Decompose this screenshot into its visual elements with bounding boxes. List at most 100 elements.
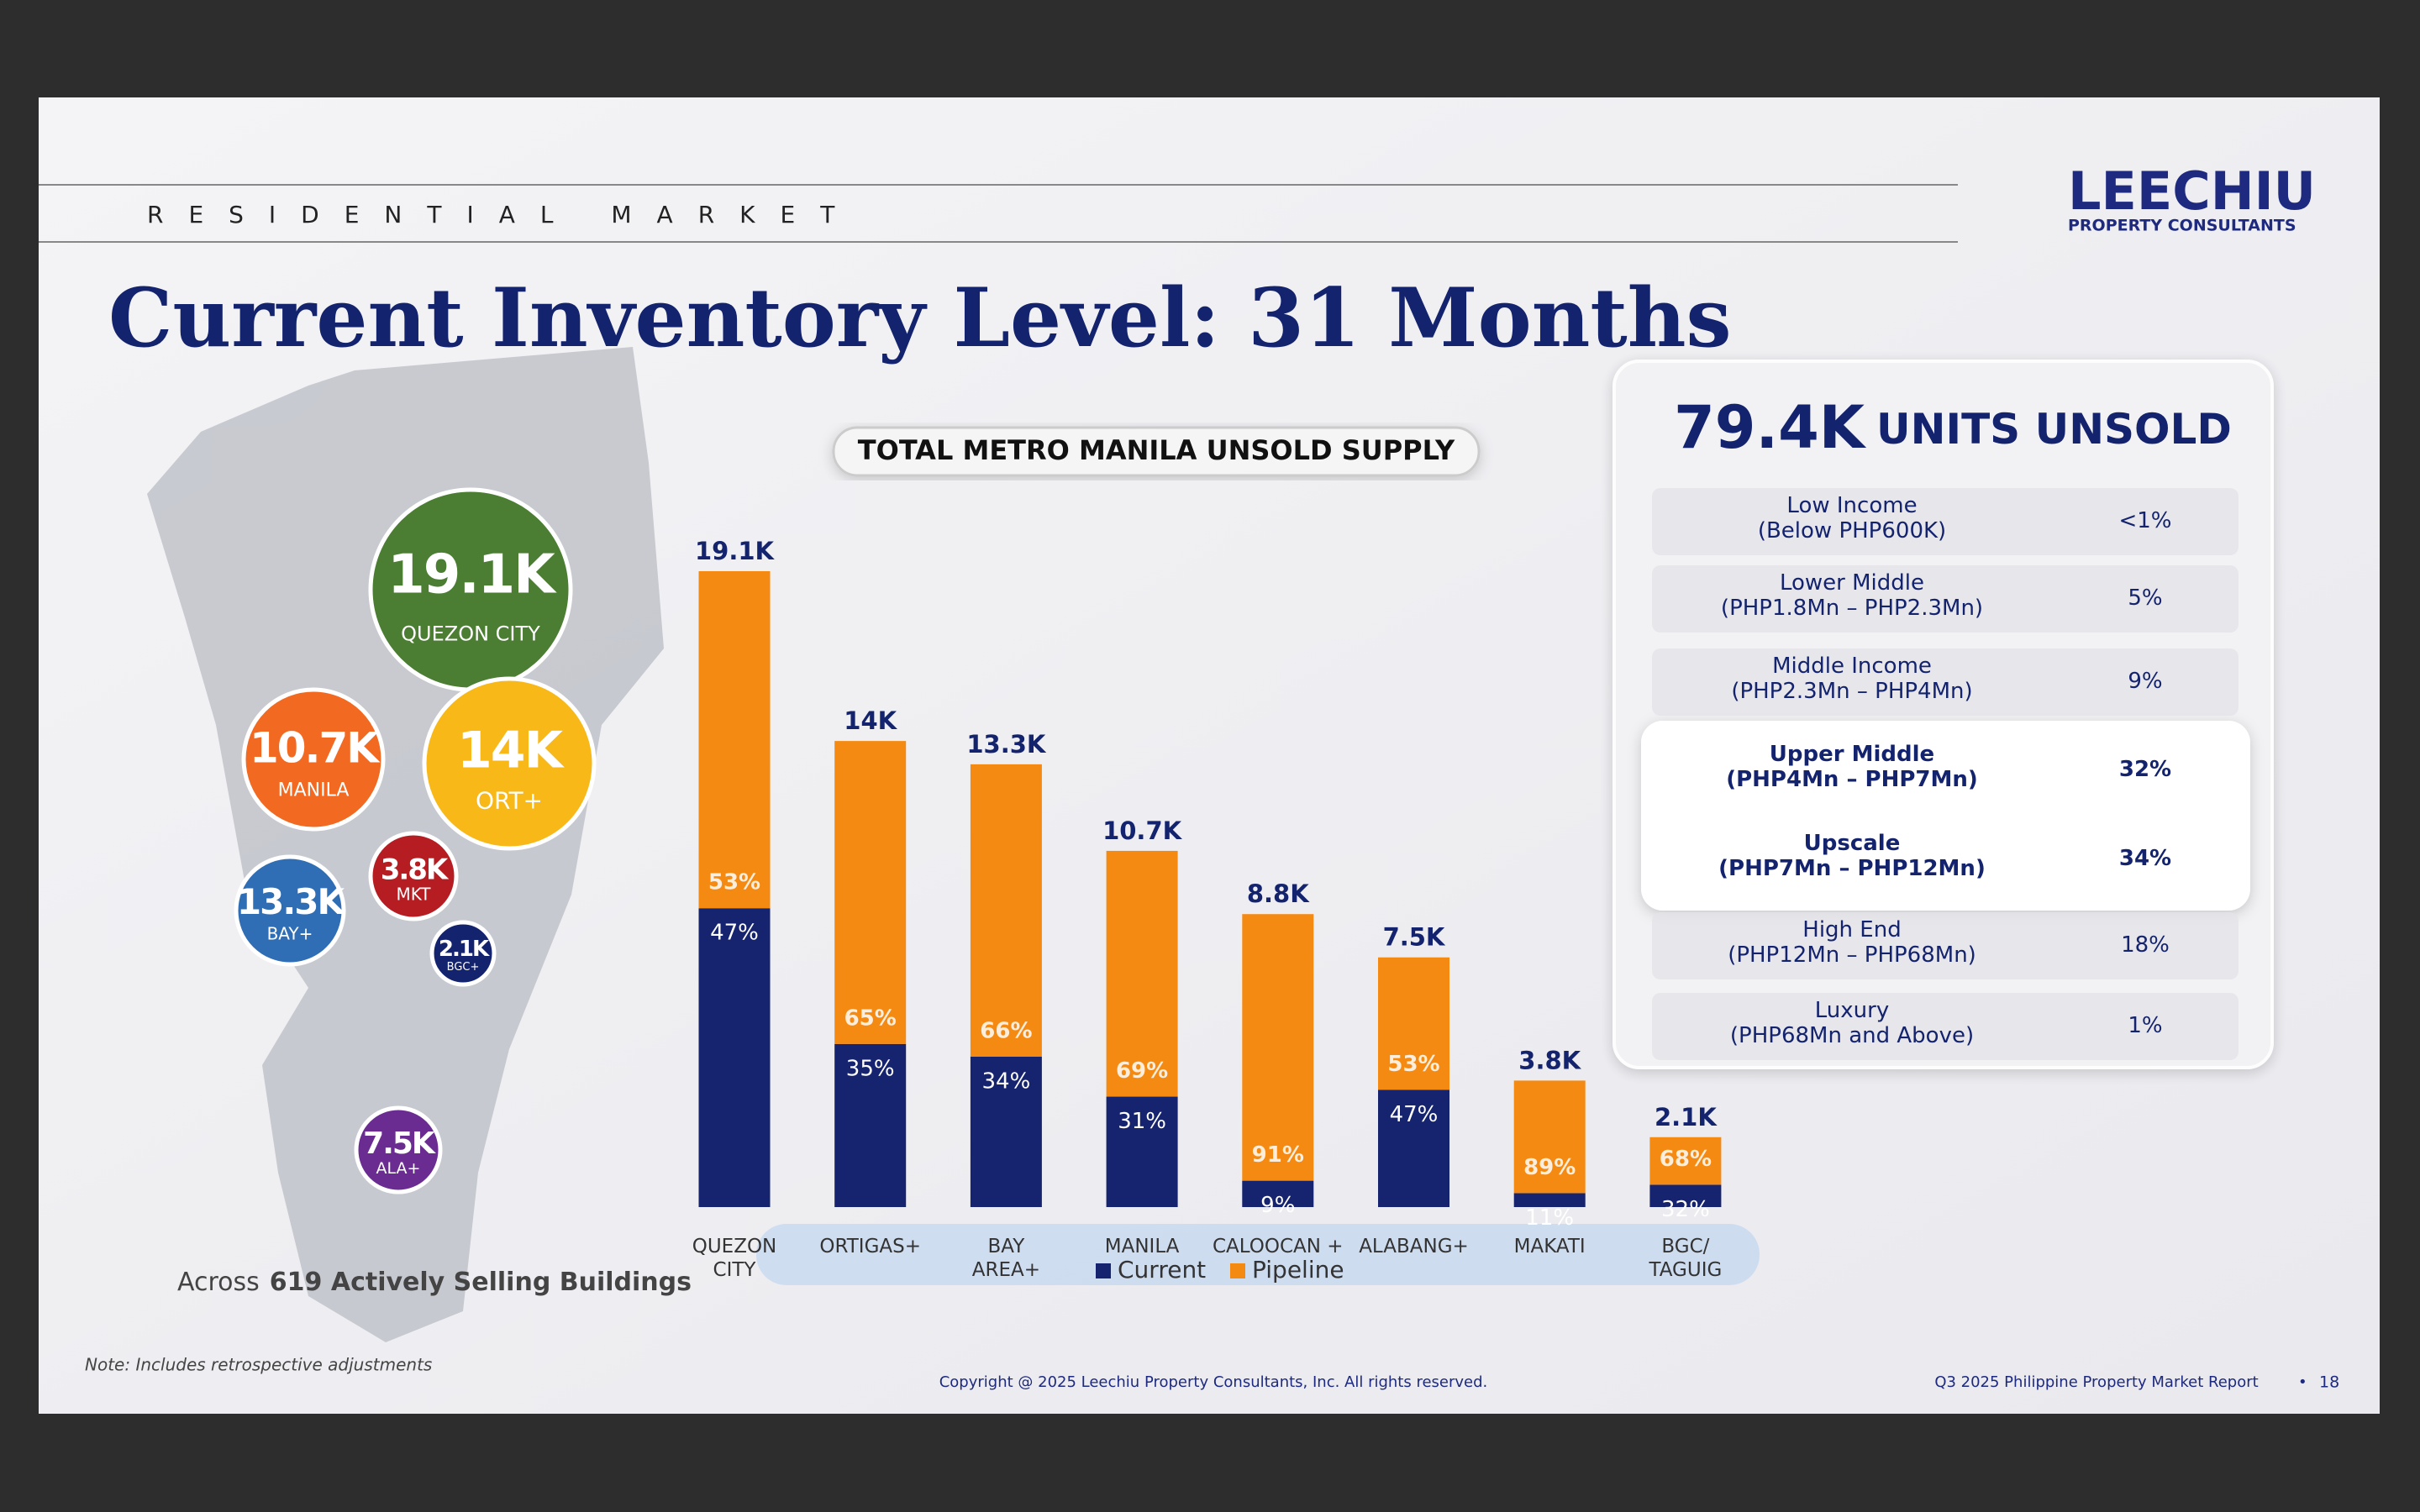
chart-title: TOTAL METRO MANILA UNSOLD SUPPLY (858, 434, 1455, 466)
row-segment: Lower Middle (1779, 570, 1925, 596)
bubble-value: 7.5K (363, 1126, 436, 1161)
bar-segment (698, 571, 771, 909)
row-share: <1% (2118, 508, 2172, 533)
row-share: 1% (2128, 1013, 2163, 1038)
bar-segment (1106, 850, 1178, 1097)
bar-total-label: 7.5K (1383, 923, 1446, 952)
segment-label: 91% (1252, 1142, 1304, 1168)
bar-segment (1513, 1080, 1586, 1194)
row-share: 18% (2121, 932, 2170, 958)
bar-segment (1242, 1180, 1314, 1207)
segment-label: 69% (1116, 1058, 1168, 1084)
bar-segment (1378, 1089, 1449, 1207)
bar-segment (1106, 1096, 1178, 1207)
bar-segment (1649, 1184, 1722, 1207)
highlight-box (1641, 721, 2250, 911)
legend-label: Current (1118, 1256, 1206, 1284)
segment-label: 35% (846, 1056, 895, 1081)
bubble-area: ALA+ (376, 1159, 421, 1178)
x-tick-label: QUEZON CITY (692, 1236, 777, 1281)
row-range: (PHP2.3Mn – PHP4Mn) (1731, 679, 1973, 704)
segment-label: 47% (710, 921, 759, 946)
row-share: 34% (2118, 846, 2172, 871)
row-segment: High End (1802, 917, 1902, 942)
segment-label: 68% (1660, 1147, 1712, 1172)
bar-segment (970, 1056, 1042, 1207)
segment-label: 34% (982, 1068, 1031, 1094)
map-bubble (429, 920, 497, 987)
legend-label: Pipeline (1252, 1256, 1344, 1284)
bubble-value: 19.1K (387, 543, 557, 606)
segment-label: 11% (1525, 1205, 1574, 1231)
bubble-area: ORT+ (476, 786, 543, 814)
row-segment: Upper Middle (1769, 742, 1935, 767)
section-label: RESIDENTIAL MARKET (147, 201, 860, 228)
row-share: 5% (2128, 585, 2163, 611)
segment-label: 47% (1390, 1102, 1439, 1127)
row-segment: Middle Income (1772, 654, 1932, 679)
copyright: Copyright @ 2025 Leechiu Property Consul… (939, 1373, 1488, 1391)
bar-segment (1513, 1193, 1586, 1207)
segment-label: 65% (844, 1005, 897, 1031)
caption-prefix: Across (177, 1268, 260, 1297)
bubble-value: 2.1K (439, 937, 490, 962)
row-background (1652, 993, 2238, 1060)
caption: Across 619 Actively Selling Buildings (177, 1268, 692, 1297)
bar-segment (1649, 1137, 1722, 1185)
segment-label: 31% (1118, 1109, 1166, 1134)
x-tick-label: ALABANG+ (1359, 1236, 1469, 1257)
segment-label: 89% (1523, 1155, 1576, 1180)
row-share: 32% (2118, 757, 2172, 782)
row-range: (PHP68Mn and Above) (1729, 1023, 1975, 1048)
row-background (1652, 565, 2238, 633)
bar-segment (970, 764, 1042, 1057)
caption-bold: 619 Actively Selling Buildings (270, 1268, 692, 1297)
segment-label: 9% (1260, 1193, 1295, 1218)
row-segment: Luxury (1814, 998, 1890, 1023)
row-range: (PHP4Mn – PHP7Mn) (1726, 767, 1978, 792)
bar-total-label: 10.7K (1102, 816, 1183, 845)
bubble-area: BAY+ (267, 923, 313, 943)
x-tick-label: MANILA (1104, 1236, 1180, 1257)
bar-segment (1242, 914, 1314, 1181)
summary-title: 79.4K UNITS UNSOLD (1674, 393, 2232, 462)
bubble-value: 3.8K (381, 853, 450, 886)
bar-total-label: 3.8K (1518, 1046, 1581, 1074)
bubble-area: MANILA (278, 780, 350, 801)
bar-segment (834, 1043, 907, 1207)
bubble-area: MKT (396, 884, 431, 904)
report-name: Q3 2025 Philippine Property Market Repor… (1934, 1373, 2258, 1391)
bar-segment (834, 741, 907, 1044)
map-bubble (422, 676, 597, 851)
bar-segment (1378, 957, 1449, 1090)
bar-total-label: 2.1K (1655, 1103, 1718, 1131)
bubble-area: QUEZON CITY (401, 622, 540, 646)
legend-swatch (1096, 1263, 1111, 1278)
bubble-value: 13.3K (237, 881, 346, 922)
row-background (1652, 648, 2238, 716)
map-bubble (368, 831, 459, 921)
bar-total-label: 13.3K (966, 730, 1047, 759)
legend-swatch (1230, 1263, 1245, 1278)
row-segment: Upscale (1803, 831, 1901, 856)
logo-tagline: PROPERTY CONSULTANTS (2068, 217, 2296, 235)
row-range: (PHP12Mn – PHP68Mn) (1728, 942, 1976, 968)
segment-label: 53% (708, 870, 760, 895)
slide-title: Current Inventory Level: 31 Months (108, 270, 1732, 365)
row-range: (Below PHP600K) (1757, 518, 1947, 543)
summary-text: UNITS UNSOLD (1876, 405, 2232, 454)
bar-segment (698, 908, 771, 1207)
row-range: (PHP1.8Mn – PHP2.3Mn) (1720, 596, 1984, 621)
x-tick-label: BAY AREA+ (971, 1236, 1041, 1281)
summary-value: 79.4K (1674, 393, 1867, 462)
logo: LEECHIU (2068, 160, 2316, 222)
row-share: 9% (2128, 669, 2163, 694)
page-bullet: • (2298, 1373, 2307, 1391)
segment-label: 53% (1387, 1052, 1439, 1077)
bar-total-label: 14K (844, 706, 897, 735)
x-tick-label: CALOOCAN + (1213, 1236, 1344, 1257)
x-tick-label: BGC/ TAGUIG (1649, 1236, 1723, 1281)
bubble-area: BGC+ (447, 961, 480, 974)
bubble-value: 14K (457, 721, 565, 780)
